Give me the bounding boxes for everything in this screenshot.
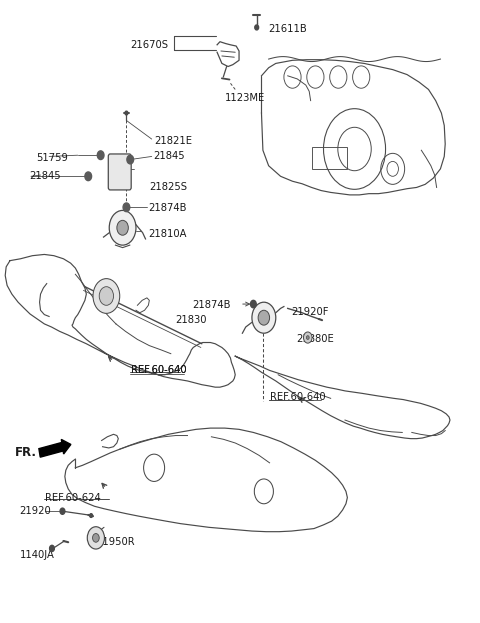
Circle shape [97,151,104,159]
Circle shape [93,278,120,313]
Text: 1123ME: 1123ME [225,93,265,103]
Circle shape [109,211,136,245]
Text: 21874B: 21874B [192,300,230,310]
Circle shape [85,172,92,181]
Circle shape [99,287,114,305]
Text: FR.: FR. [15,447,37,459]
Text: 21821E: 21821E [154,136,192,146]
Text: 21810A: 21810A [148,229,187,239]
Text: 21825S: 21825S [149,183,187,193]
FancyBboxPatch shape [108,154,131,190]
Text: 21880E: 21880E [296,335,334,345]
Text: 1140JA: 1140JA [20,549,54,559]
Text: 21830: 21830 [175,315,206,325]
Circle shape [258,310,270,325]
Circle shape [90,514,93,518]
Text: 21845: 21845 [29,171,60,181]
Text: 51759: 51759 [36,153,68,163]
Circle shape [87,526,105,549]
Text: 21874B: 21874B [148,203,187,213]
Circle shape [93,533,99,542]
Circle shape [117,221,128,235]
Circle shape [49,545,54,551]
Circle shape [252,302,276,333]
Circle shape [125,111,128,115]
Circle shape [60,508,65,515]
Text: REF.60-640: REF.60-640 [131,366,187,376]
Circle shape [306,336,309,340]
Circle shape [303,332,312,343]
FancyArrow shape [39,439,71,457]
Text: 21670S: 21670S [130,40,168,50]
Text: 21950R: 21950R [96,537,134,547]
Circle shape [127,155,133,164]
Text: 21920F: 21920F [291,307,329,316]
Circle shape [123,203,130,212]
Text: 21611B: 21611B [269,24,307,34]
Circle shape [251,300,256,308]
Text: REF.60-640: REF.60-640 [131,366,187,376]
Bar [312,147,348,169]
Text: 21845: 21845 [153,151,185,161]
Text: REF.60-624: REF.60-624 [45,493,101,503]
Text: 21920: 21920 [20,506,51,516]
Circle shape [255,25,259,30]
Text: REF.60-640: REF.60-640 [270,392,325,402]
